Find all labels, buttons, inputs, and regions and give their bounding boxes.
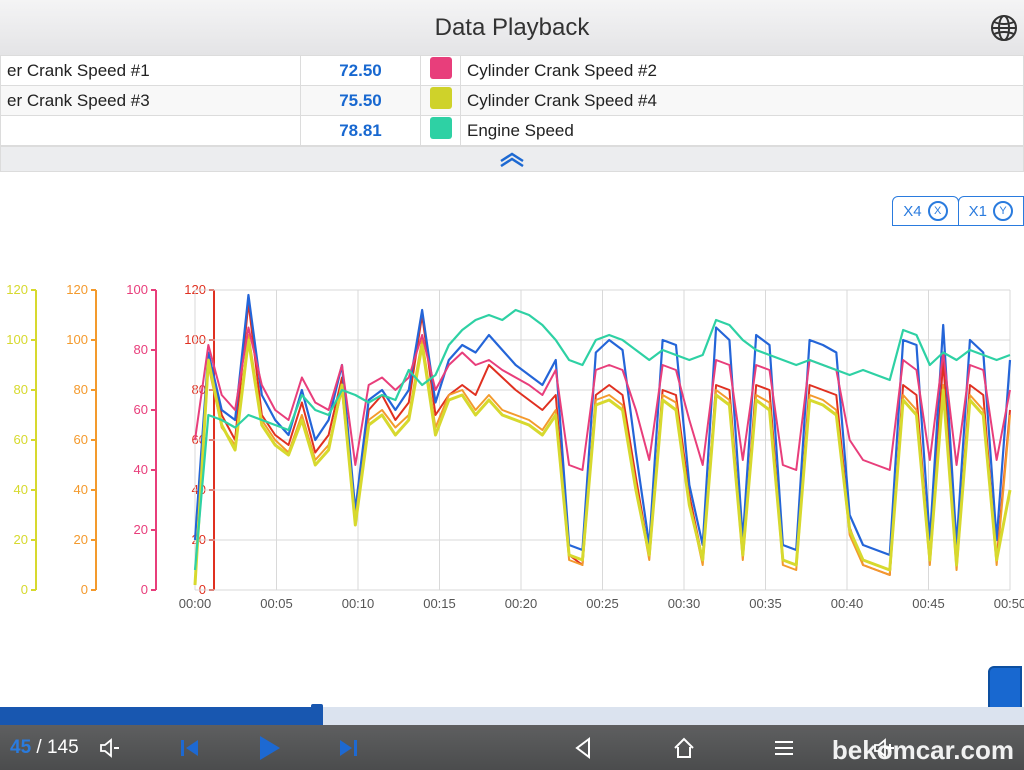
chevron-up-double-icon — [497, 151, 527, 167]
play-button[interactable] — [249, 733, 289, 763]
legend-right-label: Engine Speed — [461, 116, 1024, 146]
collapse-toggle[interactable] — [0, 146, 1024, 172]
zoom-controls: X4 X X1 Y — [893, 196, 1024, 226]
svg-text:00:45: 00:45 — [912, 596, 945, 611]
legend-row: er Crank Speed #375.50 Cylinder Crank Spe… — [1, 86, 1024, 116]
svg-text:100: 100 — [126, 282, 148, 297]
zoom-x-label: X4 — [903, 203, 921, 220]
volume-down-icon[interactable] — [89, 736, 129, 760]
svg-text:40: 40 — [14, 482, 28, 497]
svg-text:00:50: 00:50 — [994, 596, 1024, 611]
frame-current: 45 — [10, 737, 31, 758]
svg-text:80: 80 — [14, 382, 28, 397]
svg-text:00:05: 00:05 — [260, 596, 293, 611]
next-frame-button[interactable] — [329, 737, 369, 759]
svg-text:00:30: 00:30 — [668, 596, 701, 611]
legend-row: er Crank Speed #172.50 Cylinder Crank Spe… — [1, 56, 1024, 86]
legend-left-label: er Crank Speed #3 — [1, 86, 301, 116]
chart: 120 100 80 60 40 20 0 120 100 80 60 40 20 0 100 80 60 40 2… — [0, 280, 1024, 630]
prev-frame-button[interactable] — [169, 737, 209, 759]
legend-left-label: er Crank Speed #1 — [1, 56, 301, 86]
watermark: bekomcar.com — [832, 735, 1014, 766]
svg-text:100: 100 — [6, 332, 28, 347]
legend-right-label: Cylinder Crank Speed #4 — [461, 86, 1024, 116]
zoom-y-icon: Y — [993, 201, 1013, 221]
zoom-x-button[interactable]: X4 X — [892, 196, 958, 226]
legend-swatch — [421, 86, 461, 116]
page-title: Data Playback — [435, 14, 590, 42]
frame-counter: 45 / 145 — [0, 737, 89, 759]
svg-text:00:15: 00:15 — [423, 596, 456, 611]
svg-text:60: 60 — [74, 432, 88, 447]
legend-swatch — [421, 116, 461, 146]
legend-table: er Crank Speed #172.50 Cylinder Crank Spe… — [0, 55, 1024, 146]
svg-text:00:40: 00:40 — [831, 596, 864, 611]
svg-text:120: 120 — [6, 282, 28, 297]
legend-value: 75.50 — [301, 86, 421, 116]
svg-text:20: 20 — [134, 522, 148, 537]
globe-icon[interactable] — [990, 14, 1018, 47]
home-button[interactable] — [664, 735, 704, 761]
legend-value: 72.50 — [301, 56, 421, 86]
zoom-y-label: X1 — [969, 203, 987, 220]
frame-total: 145 — [47, 737, 79, 758]
zoom-x-icon: X — [928, 201, 948, 221]
legend-swatch — [421, 56, 461, 86]
zoom-y-button[interactable]: X1 Y — [958, 196, 1024, 226]
svg-text:20: 20 — [74, 532, 88, 547]
legend-row: 78.81 Engine Speed — [1, 116, 1024, 146]
frame-sep: / — [36, 737, 47, 758]
legend-left-label — [1, 116, 301, 146]
svg-text:0: 0 — [21, 582, 28, 597]
svg-text:60: 60 — [14, 432, 28, 447]
svg-text:40: 40 — [74, 482, 88, 497]
playback-progress — [0, 707, 317, 725]
svg-text:0: 0 — [141, 582, 148, 597]
svg-text:80: 80 — [74, 382, 88, 397]
back-button[interactable] — [564, 735, 604, 761]
legend-value: 78.81 — [301, 116, 421, 146]
svg-text:00:35: 00:35 — [749, 596, 782, 611]
svg-text:00:10: 00:10 — [342, 596, 375, 611]
svg-text:100: 100 — [66, 332, 88, 347]
svg-text:0: 0 — [81, 582, 88, 597]
svg-text:120: 120 — [66, 282, 88, 297]
playback-scrubber[interactable] — [0, 707, 1024, 725]
svg-text:40: 40 — [134, 462, 148, 477]
svg-text:80: 80 — [134, 342, 148, 357]
svg-text:00:00: 00:00 — [179, 596, 212, 611]
header: Data Playback — [0, 0, 1024, 55]
svg-text:00:25: 00:25 — [586, 596, 619, 611]
legend-right-label: Cylinder Crank Speed #2 — [461, 56, 1024, 86]
svg-text:60: 60 — [134, 402, 148, 417]
menu-button[interactable] — [764, 736, 804, 760]
svg-text:00:20: 00:20 — [505, 596, 538, 611]
svg-text:20: 20 — [14, 532, 28, 547]
